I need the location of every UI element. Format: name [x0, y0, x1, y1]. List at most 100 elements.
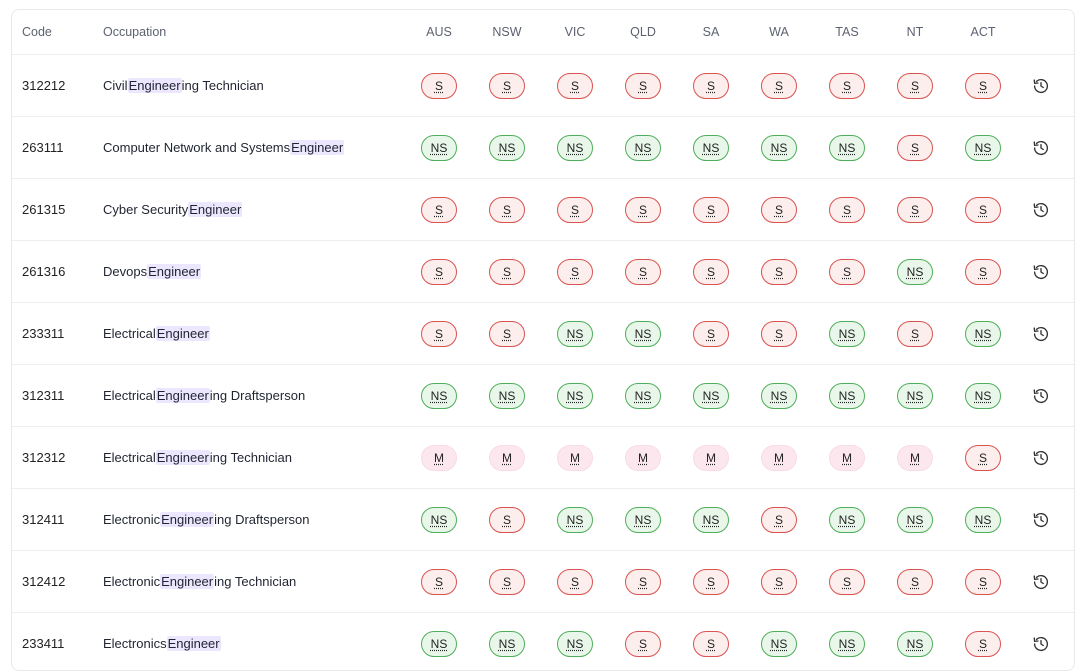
- status-badge[interactable]: S: [421, 568, 457, 595]
- status-badge[interactable]: NS: [829, 320, 865, 347]
- table-row[interactable]: 312212 Civil Engineer ing Technician S S S S S S…: [12, 55, 1074, 117]
- table-row[interactable]: 263111 Computer Network and Systems Engin…: [12, 117, 1074, 179]
- status-badge[interactable]: M: [897, 444, 933, 471]
- header-sa[interactable]: SA: [702, 25, 720, 39]
- status-badge[interactable]: S: [965, 196, 1001, 223]
- status-badge[interactable]: NS: [557, 320, 593, 347]
- occupation-name[interactable]: Electronic Engineer ing Draftsperson: [103, 489, 310, 550]
- status-badge[interactable]: S: [829, 258, 865, 285]
- status-badge[interactable]: NS: [693, 134, 729, 161]
- status-badge[interactable]: NS: [557, 630, 593, 657]
- status-badge[interactable]: NS: [965, 134, 1001, 161]
- status-badge[interactable]: NS: [761, 630, 797, 657]
- status-badge[interactable]: NS: [965, 506, 1001, 533]
- status-badge[interactable]: S: [761, 320, 797, 347]
- header-act[interactable]: ACT: [970, 25, 996, 39]
- status-badge[interactable]: S: [965, 258, 1001, 285]
- status-badge[interactable]: M: [829, 444, 865, 471]
- header-wa[interactable]: WA: [769, 25, 789, 39]
- status-badge[interactable]: NS: [897, 382, 933, 409]
- history-button[interactable]: [1027, 365, 1055, 426]
- status-badge[interactable]: M: [489, 444, 525, 471]
- table-row[interactable]: 261315 Cyber Security Engineer S S S S S S S S S: [12, 179, 1074, 241]
- history-button[interactable]: [1027, 551, 1055, 612]
- status-badge[interactable]: S: [625, 258, 661, 285]
- status-badge[interactable]: M: [625, 444, 661, 471]
- status-badge[interactable]: S: [693, 320, 729, 347]
- status-badge[interactable]: S: [829, 196, 865, 223]
- status-badge[interactable]: S: [625, 568, 661, 595]
- status-badge[interactable]: NS: [897, 258, 933, 285]
- status-badge[interactable]: S: [897, 134, 933, 161]
- status-badge[interactable]: S: [761, 506, 797, 533]
- status-badge[interactable]: NS: [829, 382, 865, 409]
- header-occupation[interactable]: Occupation: [103, 25, 167, 39]
- table-row[interactable]: 312412 Electronic Engineer ing Technician S…: [12, 551, 1074, 613]
- table-row[interactable]: 312312 Electrical Engineer ing Technician M…: [12, 427, 1074, 489]
- status-badge[interactable]: S: [489, 72, 525, 99]
- status-badge[interactable]: NS: [965, 382, 1001, 409]
- status-badge[interactable]: S: [965, 444, 1001, 471]
- status-badge[interactable]: S: [965, 630, 1001, 657]
- history-button[interactable]: [1027, 179, 1055, 240]
- status-badge[interactable]: S: [897, 196, 933, 223]
- status-badge[interactable]: NS: [421, 630, 457, 657]
- status-badge[interactable]: S: [557, 568, 593, 595]
- history-button[interactable]: [1027, 427, 1055, 488]
- status-badge[interactable]: NS: [421, 134, 457, 161]
- status-badge[interactable]: NS: [965, 320, 1001, 347]
- status-badge[interactable]: NS: [897, 630, 933, 657]
- status-badge[interactable]: S: [965, 72, 1001, 99]
- status-badge[interactable]: NS: [489, 134, 525, 161]
- status-badge[interactable]: NS: [761, 382, 797, 409]
- table-row[interactable]: 312411 Electronic Engineer ing Draftsperso…: [12, 489, 1074, 551]
- status-badge[interactable]: S: [897, 320, 933, 347]
- status-badge[interactable]: S: [489, 196, 525, 223]
- status-badge[interactable]: S: [489, 320, 525, 347]
- occupation-name[interactable]: Devops Engineer: [103, 241, 202, 302]
- history-button[interactable]: [1027, 489, 1055, 550]
- history-button[interactable]: [1027, 303, 1055, 364]
- status-badge[interactable]: S: [557, 258, 593, 285]
- status-badge[interactable]: S: [897, 568, 933, 595]
- occupation-name[interactable]: Electronics Engineer: [103, 613, 221, 670]
- header-aus[interactable]: AUS: [426, 25, 452, 39]
- history-button[interactable]: [1027, 241, 1055, 302]
- status-badge[interactable]: S: [829, 72, 865, 99]
- status-badge[interactable]: NS: [829, 630, 865, 657]
- status-badge[interactable]: NS: [557, 382, 593, 409]
- status-badge[interactable]: NS: [693, 382, 729, 409]
- status-badge[interactable]: NS: [489, 630, 525, 657]
- status-badge[interactable]: S: [489, 258, 525, 285]
- status-badge[interactable]: NS: [557, 134, 593, 161]
- history-button[interactable]: [1027, 613, 1055, 670]
- status-badge[interactable]: S: [421, 72, 457, 99]
- header-nt[interactable]: NT: [906, 25, 924, 39]
- status-badge[interactable]: S: [693, 630, 729, 657]
- status-badge[interactable]: S: [489, 568, 525, 595]
- status-badge[interactable]: S: [693, 258, 729, 285]
- status-badge[interactable]: S: [421, 320, 457, 347]
- status-badge[interactable]: S: [761, 258, 797, 285]
- occupation-name[interactable]: Electrical Engineer ing Draftsperson: [103, 365, 305, 426]
- status-badge[interactable]: NS: [625, 320, 661, 347]
- status-badge[interactable]: NS: [829, 134, 865, 161]
- status-badge[interactable]: S: [897, 72, 933, 99]
- status-badge[interactable]: S: [693, 196, 729, 223]
- status-badge[interactable]: S: [761, 72, 797, 99]
- status-badge[interactable]: NS: [897, 506, 933, 533]
- status-badge[interactable]: NS: [625, 506, 661, 533]
- history-button[interactable]: [1027, 117, 1055, 178]
- status-badge[interactable]: S: [761, 196, 797, 223]
- status-badge[interactable]: M: [421, 444, 457, 471]
- occupation-name[interactable]: Electrical Engineer: [103, 303, 210, 364]
- occupation-name[interactable]: Civil Engineer ing Technician: [103, 55, 264, 116]
- status-badge[interactable]: S: [693, 72, 729, 99]
- occupation-name[interactable]: Computer Network and Systems Engineer: [103, 117, 345, 178]
- status-badge[interactable]: NS: [829, 506, 865, 533]
- status-badge[interactable]: S: [829, 568, 865, 595]
- table-row[interactable]: 233311 Electrical Engineer S S NS NS S S NS S NS: [12, 303, 1074, 365]
- status-badge[interactable]: NS: [693, 506, 729, 533]
- table-row[interactable]: 233411 Electronics Engineer NS NS NS S S NS NS NS…: [12, 613, 1074, 670]
- status-badge[interactable]: NS: [625, 382, 661, 409]
